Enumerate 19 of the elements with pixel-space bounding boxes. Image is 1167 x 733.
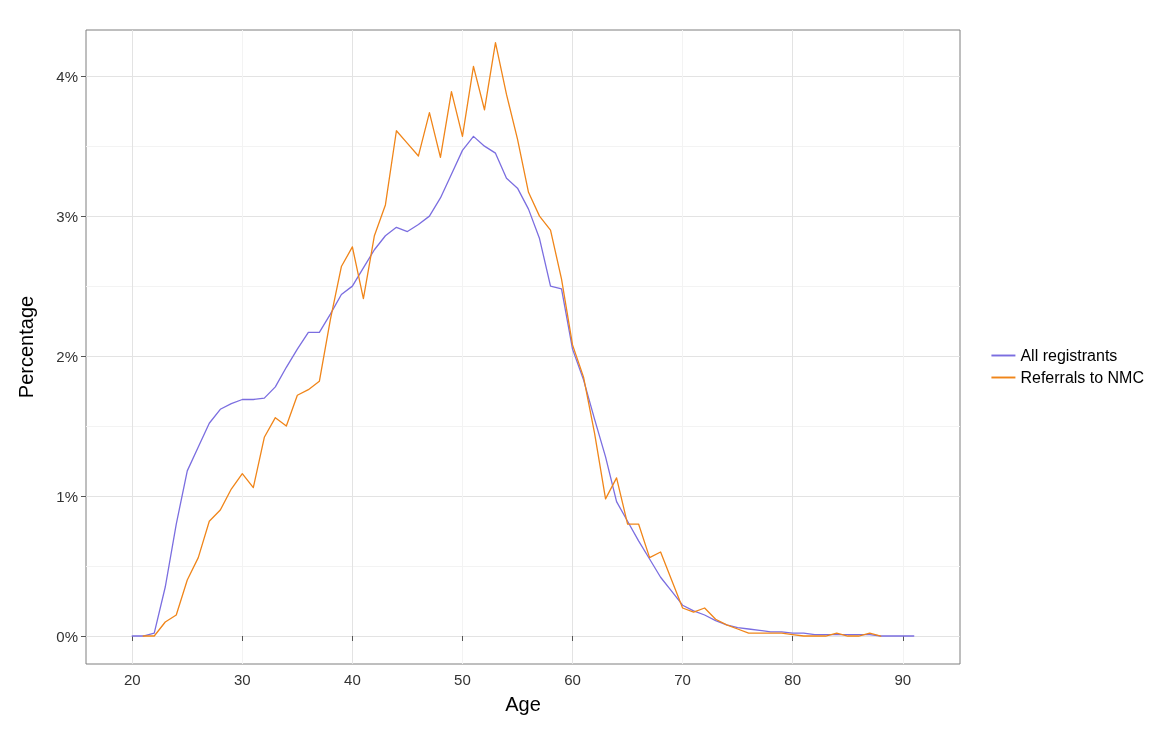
x-tick-label: 90 <box>894 671 912 688</box>
x-tick-label: 40 <box>344 671 361 688</box>
line-series <box>142 41 882 637</box>
y-tick-label: 2% <box>56 347 78 365</box>
x-tick-label: 30 <box>233 671 251 688</box>
x-tick-label: 70 <box>674 671 691 688</box>
line-series <box>131 135 915 637</box>
x-axis-title: Age <box>505 693 541 715</box>
legend-label: All registrants <box>1020 347 1118 364</box>
y-axis-title: Percentage <box>15 295 37 399</box>
x-tick-label: 60 <box>564 671 581 688</box>
y-tick-label: 3% <box>56 207 78 225</box>
y-tick-label: 4% <box>56 67 78 85</box>
y-tick-label: 1% <box>56 487 78 505</box>
x-tick-label: 50 <box>454 671 471 688</box>
x-tick-label: 20 <box>123 671 141 688</box>
x-tick-label: 80 <box>784 671 802 688</box>
legend-label: Referrals to NMC <box>1020 369 1144 386</box>
y-tick-label: 0% <box>56 627 78 645</box>
